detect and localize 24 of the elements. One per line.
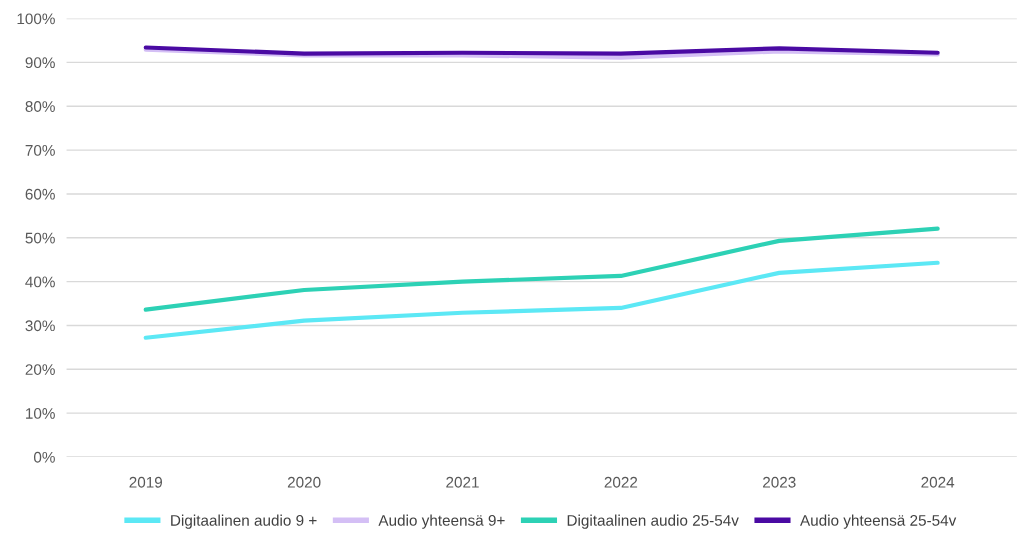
x-tick-label: 2021 bbox=[446, 476, 479, 488]
x-tick-label: 2022 bbox=[604, 476, 638, 488]
x-tick-label: 2023 bbox=[763, 476, 796, 488]
y-tick-label: 20% bbox=[25, 364, 55, 375]
legend-label: Digitaalinen audio 25-54v bbox=[567, 514, 739, 529]
y-tick-label: 0% bbox=[33, 451, 55, 463]
y-tick-label: 60% bbox=[25, 188, 55, 200]
y-tick-label: 70% bbox=[25, 144, 55, 156]
y-tick-label: 100% bbox=[17, 13, 55, 25]
x-tick-label: 2024 bbox=[921, 476, 955, 488]
legend-label: Audio yhteensä 25-54v bbox=[800, 514, 957, 529]
y-tick-label: 40% bbox=[25, 276, 55, 288]
legend-label: Digitaalinen audio 9 + bbox=[171, 514, 317, 529]
line-series bbox=[143, 260, 940, 340]
y-tick-label: 30% bbox=[25, 320, 55, 332]
legend-label: Audio yhteensä 9+ bbox=[378, 514, 505, 529]
x-tick-label: 2019 bbox=[129, 476, 163, 488]
y-tick-label: 50% bbox=[25, 232, 55, 244]
y-tick-label: 10% bbox=[26, 408, 55, 419]
y-tick-label: 90% bbox=[25, 57, 55, 69]
line-series bbox=[143, 226, 940, 312]
y-tick-label: 80% bbox=[25, 101, 55, 112]
x-tick-label: 2020 bbox=[287, 476, 321, 488]
line-series bbox=[143, 45, 940, 56]
